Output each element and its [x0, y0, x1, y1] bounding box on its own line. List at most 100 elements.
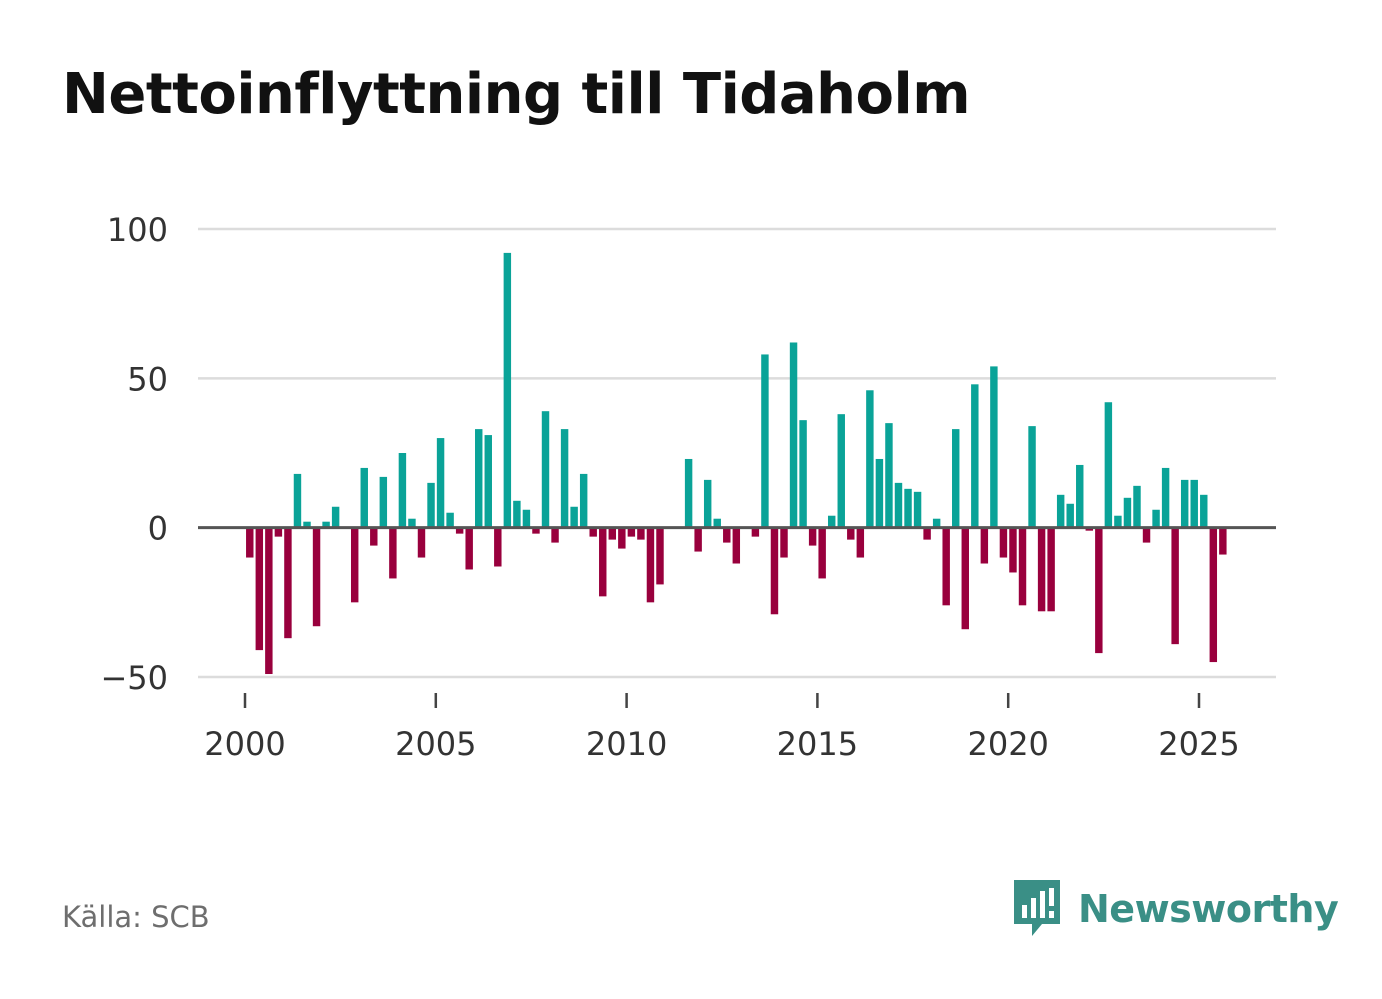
- bar: [427, 482, 435, 528]
- bars: [246, 252, 1227, 675]
- x-tick-label: 2010: [586, 725, 667, 763]
- bar: [942, 527, 950, 606]
- bar: [827, 515, 836, 528]
- newsworthy-icon: [1014, 880, 1060, 936]
- bar: [1180, 479, 1189, 528]
- x-tick-label: 2020: [967, 725, 1048, 763]
- bar: [398, 453, 407, 528]
- bar: [761, 354, 769, 528]
- x-tick-label: 2025: [1158, 725, 1239, 763]
- bar: [436, 438, 445, 528]
- bar: [789, 342, 798, 528]
- bar: [274, 527, 283, 537]
- bar: [475, 429, 483, 528]
- bar: [408, 518, 416, 528]
- bar: [1161, 467, 1170, 528]
- bar: [856, 527, 865, 558]
- bar: [370, 527, 378, 546]
- bar: [684, 458, 693, 528]
- bar: [1095, 527, 1103, 654]
- bar: [723, 527, 731, 543]
- bar: [1009, 527, 1017, 573]
- bar: [1076, 464, 1084, 528]
- bar: [1171, 527, 1179, 645]
- bar: [646, 527, 655, 603]
- bar: [1123, 497, 1132, 528]
- bar: [1066, 503, 1074, 528]
- bar: [284, 527, 292, 639]
- bar: [570, 506, 578, 528]
- bar: [971, 384, 979, 528]
- bar: [379, 476, 388, 528]
- bar: [999, 527, 1008, 558]
- bar: [990, 366, 998, 528]
- bar: [799, 420, 807, 528]
- bar: [923, 527, 931, 540]
- bar: [627, 527, 636, 537]
- bar: [599, 527, 607, 597]
- bar: [560, 429, 569, 528]
- bar: [952, 429, 960, 528]
- bar: [1133, 485, 1141, 528]
- bar: [885, 423, 893, 528]
- bar: [293, 473, 302, 528]
- bar: [818, 527, 826, 579]
- bar: [455, 527, 464, 534]
- y-tick-label: −50: [100, 659, 168, 697]
- bar: [446, 512, 454, 528]
- bar: [694, 527, 702, 552]
- bar: [1200, 494, 1208, 528]
- bar: [637, 527, 645, 540]
- bar: [1037, 527, 1046, 612]
- bar: [961, 527, 969, 630]
- bar: [331, 506, 340, 528]
- chart-title: Nettoinflyttning till Tidaholm: [62, 62, 971, 127]
- bar: [389, 527, 397, 579]
- bar: [894, 482, 903, 528]
- bar: [360, 467, 368, 528]
- bar: [904, 488, 912, 528]
- bar: [1219, 527, 1227, 555]
- bar: [484, 435, 492, 528]
- bar: [513, 500, 521, 528]
- bar: [312, 527, 321, 627]
- bar: [703, 479, 712, 528]
- bar: [932, 518, 941, 528]
- bar: [866, 390, 874, 528]
- bar: [1152, 509, 1160, 528]
- bar: [522, 509, 531, 528]
- source-label: Källa: SCB: [62, 900, 210, 934]
- bar: [579, 473, 588, 528]
- bar: [837, 414, 845, 528]
- bar: [265, 527, 273, 675]
- bar: [303, 521, 311, 528]
- bar: [732, 527, 741, 564]
- bar: [503, 252, 512, 528]
- bar: [980, 527, 989, 564]
- bar: [713, 518, 721, 528]
- bar: [350, 527, 359, 603]
- bar: [618, 527, 626, 549]
- bar: [751, 527, 760, 537]
- bar: [1047, 527, 1055, 612]
- bar: [551, 527, 559, 543]
- grid-lines: [198, 227, 1276, 679]
- bar: [1018, 527, 1027, 606]
- bar: [1056, 494, 1065, 528]
- x-tick-label: 2015: [777, 725, 858, 763]
- y-tick-label: 0: [148, 510, 168, 548]
- bar: [465, 527, 473, 570]
- bar: [913, 491, 922, 528]
- bar: [589, 527, 597, 537]
- bar: [608, 527, 617, 540]
- brand-logo: Newsworthy: [1010, 878, 1339, 940]
- bar: [1028, 426, 1036, 528]
- y-tick-label: 100: [107, 211, 168, 249]
- bar: [246, 527, 254, 558]
- x-tick-label: 2005: [395, 725, 476, 763]
- bar: [1209, 527, 1218, 663]
- bar: [808, 527, 817, 546]
- bar: [1114, 515, 1122, 528]
- bar: [322, 521, 330, 528]
